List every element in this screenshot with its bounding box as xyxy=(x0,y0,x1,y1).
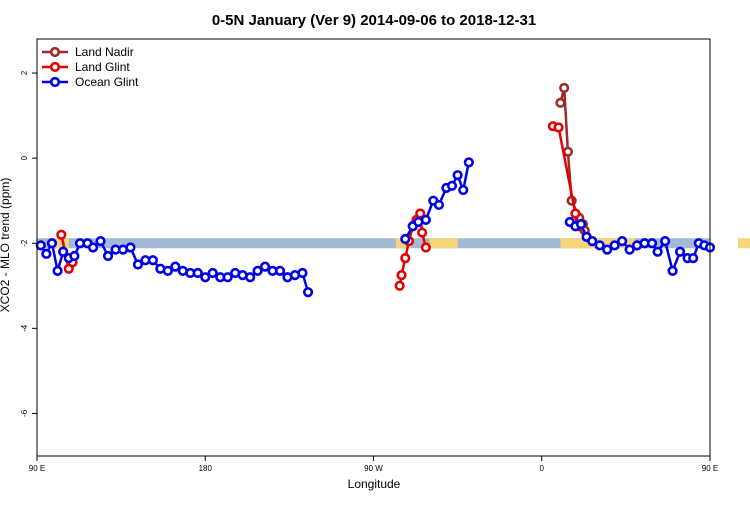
data-point xyxy=(58,246,69,257)
data-point xyxy=(222,272,233,283)
data-point xyxy=(555,97,566,108)
y-axis-label: XCO2 - MLO trend (ppm) xyxy=(0,178,12,313)
data-point xyxy=(624,244,635,255)
data-point xyxy=(594,240,605,251)
y-tick-label: -6 xyxy=(20,409,29,417)
data-point xyxy=(46,238,58,249)
data-point xyxy=(688,253,699,264)
data-point xyxy=(609,240,620,251)
data-point xyxy=(559,82,570,94)
x-tick-label: 0 xyxy=(540,464,545,473)
data-point xyxy=(575,218,587,230)
data-point xyxy=(35,240,46,251)
axes: 90 E 180 90 W 0 90 E 2 0 -2 -4 -6 xyxy=(20,70,718,473)
y-tick-label: 0 xyxy=(20,155,29,160)
data-point xyxy=(69,250,80,262)
data-point xyxy=(162,265,173,277)
data-point xyxy=(396,270,407,281)
x-tick-label: 90 E xyxy=(702,464,718,473)
data-point xyxy=(147,255,159,266)
legend-label: Land Nadir xyxy=(75,45,134,59)
data-point xyxy=(660,236,671,247)
chart-title: 0-5N January (Ver 9) 2014-09-06 to 2018-… xyxy=(212,12,536,29)
data-point xyxy=(207,267,218,279)
data-point xyxy=(302,287,314,298)
y-tick-label: -2 xyxy=(20,239,29,247)
data-point xyxy=(400,233,411,245)
data-point xyxy=(433,199,445,211)
data-point xyxy=(274,265,286,277)
data-point xyxy=(259,261,271,272)
data-point xyxy=(446,180,458,191)
data-point xyxy=(245,272,256,283)
legend-label: Land Glint xyxy=(75,60,130,74)
data-point xyxy=(400,253,411,264)
y-tick-label: 2 xyxy=(20,70,29,75)
x-tick-label: 180 xyxy=(199,464,213,473)
data-point xyxy=(192,267,203,279)
data-point xyxy=(652,246,663,257)
plot-area xyxy=(35,82,750,298)
legend-marker xyxy=(49,61,61,73)
data-point xyxy=(587,236,598,247)
data-point xyxy=(674,246,686,257)
data-point xyxy=(297,267,308,279)
legend-label: Ocean Glint xyxy=(75,75,139,89)
data-point xyxy=(41,248,52,259)
legend-marker xyxy=(49,46,61,58)
data-point xyxy=(200,272,211,283)
data-point xyxy=(252,265,263,277)
legend-marker xyxy=(49,76,61,88)
data-point xyxy=(667,265,678,277)
data-point xyxy=(602,244,613,255)
data-point xyxy=(102,250,114,262)
x-tick-label: 90 W xyxy=(364,464,383,473)
data-point xyxy=(463,157,474,168)
data-point xyxy=(52,265,63,277)
data-point xyxy=(553,122,564,133)
data-point xyxy=(452,170,463,181)
data-point xyxy=(570,208,581,219)
data-point xyxy=(420,214,431,225)
x-axis-label: Longitude xyxy=(348,477,401,491)
data-point xyxy=(125,242,136,253)
data-point xyxy=(562,146,574,157)
x-tick-label: 90 E xyxy=(29,464,45,473)
data-point xyxy=(56,229,67,240)
y-tick-label: -4 xyxy=(20,324,29,332)
data-point xyxy=(170,261,181,272)
data-point xyxy=(417,227,428,238)
data-point xyxy=(132,259,144,270)
data-point xyxy=(420,242,431,253)
data-point xyxy=(394,280,405,291)
data-point xyxy=(617,236,628,247)
data-point xyxy=(458,184,469,196)
data-point xyxy=(87,242,99,253)
data-point xyxy=(95,236,106,247)
data-point xyxy=(646,238,658,249)
